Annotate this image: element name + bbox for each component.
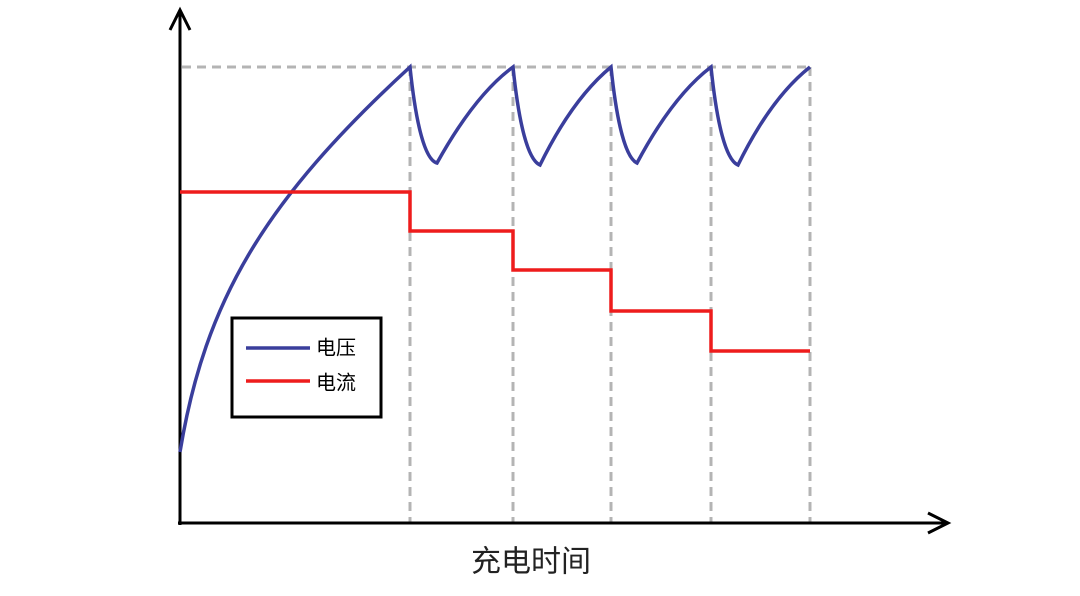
legend: 电压 电流 <box>230 316 383 419</box>
legend-box <box>230 316 383 419</box>
x-axis-label: 充电时间 <box>471 545 591 580</box>
x-arrow <box>927 511 952 535</box>
legend-label: 电流 <box>316 371 356 395</box>
y-arrow <box>168 6 192 31</box>
current-curve <box>180 190 810 353</box>
voltage-curve <box>178 63 812 453</box>
legend-label: 电压 <box>316 336 356 360</box>
axes <box>168 6 952 535</box>
guides <box>182 65 812 523</box>
